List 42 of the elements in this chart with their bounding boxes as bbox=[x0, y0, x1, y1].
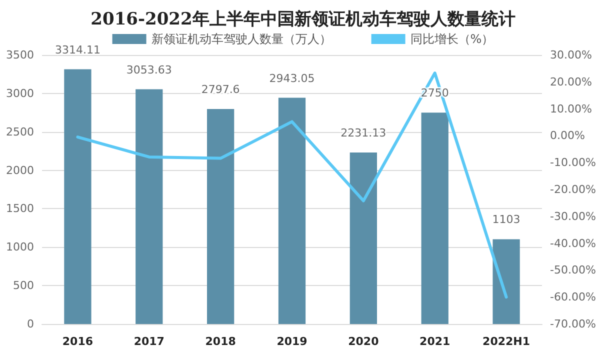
y2-tick-label: 30.00% bbox=[550, 48, 592, 62]
x-tick-label: 2021 bbox=[420, 335, 450, 348]
data-label: 3314.11 bbox=[54, 43, 100, 56]
data-label: 2231.13 bbox=[340, 126, 386, 140]
y-tick-label: 500 bbox=[13, 279, 34, 292]
y2-tick-label: -70.00% bbox=[550, 318, 596, 330]
y-tick-label: 2000 bbox=[6, 164, 34, 177]
y2-tick-label: -10.00% bbox=[550, 156, 596, 170]
y2-tick-label: 20.00% bbox=[550, 75, 592, 88]
bar bbox=[492, 239, 520, 324]
x-tick-label: 2017 bbox=[134, 335, 164, 348]
y2-tick-label: -50.00% bbox=[550, 264, 596, 277]
y2-tick-label: -20.00% bbox=[550, 183, 596, 196]
bar bbox=[350, 152, 377, 324]
x-tick-label: 2019 bbox=[276, 335, 308, 348]
y2-tick-label: 0.00% bbox=[550, 129, 585, 142]
x-tick-label: 2016 bbox=[62, 335, 94, 348]
legend-label: 同比增长（%） bbox=[410, 32, 494, 46]
data-label: 3053.63 bbox=[126, 63, 172, 76]
legend-label: 新领证机动车驾驶人数量（万人） bbox=[151, 32, 332, 46]
y-tick-label: 1500 bbox=[6, 202, 34, 216]
chart-title: 2016-2022年上半年中国新领证机动车驾驶人数量统计 bbox=[90, 10, 516, 30]
data-label: 2943.05 bbox=[269, 72, 315, 85]
data-label: 2797.6 bbox=[201, 82, 240, 96]
y-tick-label: 0 bbox=[27, 318, 34, 330]
data-label: 1103 bbox=[492, 213, 520, 226]
bar bbox=[278, 98, 306, 324]
x-tick-label: 2022H1 bbox=[482, 335, 530, 348]
x-tick-label: 2018 bbox=[205, 335, 236, 348]
bar bbox=[421, 112, 448, 324]
bar bbox=[64, 69, 92, 324]
y2-tick-label: -30.00% bbox=[550, 210, 596, 223]
y2-tick-label: 10.00% bbox=[550, 102, 592, 116]
y2-tick-label: -40.00% bbox=[550, 236, 596, 250]
y-tick-label: 1000 bbox=[6, 240, 34, 254]
bar bbox=[136, 89, 163, 324]
y-tick-label: 2500 bbox=[6, 125, 34, 138]
bar bbox=[207, 108, 234, 324]
y-tick-label: 3500 bbox=[6, 48, 34, 62]
x-tick-label: 2020 bbox=[348, 335, 380, 348]
y-tick-label: 3000 bbox=[6, 86, 34, 100]
y2-tick-label: -60.00% bbox=[550, 290, 596, 304]
